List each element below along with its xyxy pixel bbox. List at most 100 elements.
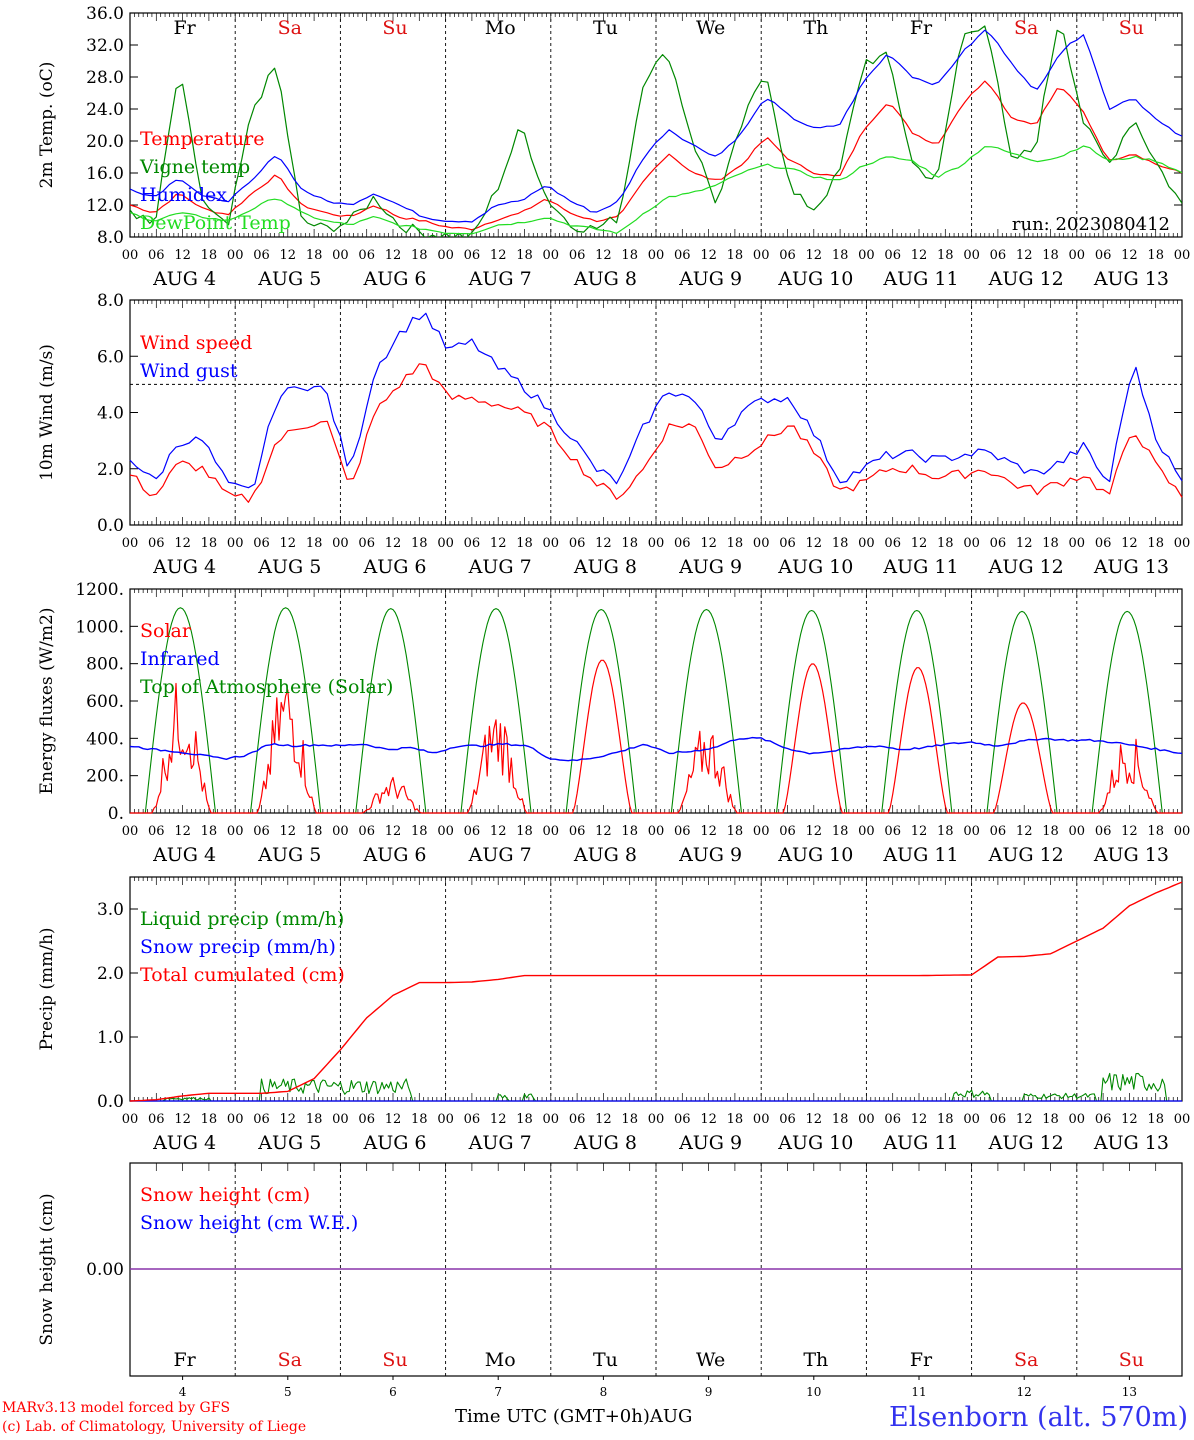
x-axis-label: Time UTC (GMT+0h) (455, 1406, 650, 1427)
weekday-label: Mo (485, 17, 516, 39)
date-label: AUG 10 (777, 1132, 853, 1154)
hour-tick-label: 06 (884, 536, 901, 551)
hour-tick-label: 12 (595, 248, 612, 263)
hour-tick-label: 12 (911, 536, 928, 551)
hour-tick-label: 00 (963, 248, 980, 263)
hour-tick-label: 00 (332, 824, 349, 839)
hour-tick-label: 18 (727, 536, 744, 551)
weekday-label: Fr (910, 1349, 933, 1371)
y-axis-label: Precip (mm/h) (37, 927, 57, 1050)
date-label: AUG 12 (988, 844, 1064, 866)
hour-tick-label: 06 (569, 536, 586, 551)
hour-tick-label: 00 (963, 824, 980, 839)
day-number-label: 12 (1017, 1385, 1032, 1399)
hour-tick-label: 18 (516, 248, 533, 263)
date-label: AUG 12 (988, 556, 1064, 578)
y-axis-label: Snow height (cm) (37, 1193, 57, 1345)
hour-tick-label: 06 (884, 1112, 901, 1127)
legend-entry: Solar (140, 620, 192, 642)
hour-tick-label: 12 (385, 248, 402, 263)
hour-tick-label: 18 (832, 536, 849, 551)
panel-3-time-axis: 00 06 12 18 AUG 4 00 06 12 18 AUG 5 00 06 12 18 AUG 6 0… (122, 824, 1191, 866)
y-axis-label: 2m Temp. (oC) (37, 62, 57, 189)
hour-tick-label: 00 (1069, 824, 1086, 839)
hour-tick-label: 00 (963, 1112, 980, 1127)
hour-tick-label: 18 (306, 536, 323, 551)
y-tick-label: 600. (86, 692, 124, 712)
hour-tick-label: 12 (1016, 824, 1033, 839)
station-label: Elsenborn (alt. 570m) (889, 1402, 1188, 1433)
date-label: AUG 13 (1093, 556, 1169, 578)
hour-tick-label: 06 (1095, 824, 1112, 839)
date-label: AUG 6 (362, 1132, 426, 1154)
hour-tick-label: 18 (727, 248, 744, 263)
x-axis-month: AUG (649, 1406, 693, 1427)
panel-3-legend: Solar Infrared Top of Atmosphere (Solar) (140, 620, 393, 698)
panel-2-frame (129, 299, 1183, 526)
hour-tick-label: 00 (648, 536, 665, 551)
hour-tick-label: 06 (358, 824, 375, 839)
hour-tick-label: 18 (621, 824, 638, 839)
hour-tick-label: 12 (700, 536, 717, 551)
panel-4-time-axis: 00 06 12 18 AUG 4 00 06 12 18 AUG 5 00 06 12 18 AUG 6 0… (122, 1112, 1191, 1154)
hour-tick-label: 00 (122, 248, 139, 263)
panel-2-time-axis: 00 06 12 18 AUG 4 00 06 12 18 AUG 5 00 06 12 18 AUG 6 0… (122, 536, 1191, 578)
plot-border (129, 12, 1183, 238)
hour-tick-label: 12 (806, 248, 823, 263)
hour-tick-label: 12 (1121, 824, 1138, 839)
hour-tick-label: 00 (858, 248, 875, 263)
weekday-label: Fr (173, 17, 196, 39)
hour-tick-label: 00 (1069, 536, 1086, 551)
hour-tick-label: 12 (490, 248, 507, 263)
hour-tick-label: 00 (858, 824, 875, 839)
hour-tick-label: 18 (621, 248, 638, 263)
date-label: AUG 9 (678, 556, 742, 578)
hour-tick-label: 18 (411, 248, 428, 263)
hour-tick-label: 18 (937, 536, 954, 551)
hour-tick-label: 18 (1042, 248, 1059, 263)
hour-tick-label: 18 (201, 536, 218, 551)
date-label: AUG 10 (777, 844, 853, 866)
hour-tick-label: 00 (648, 1112, 665, 1127)
hour-tick-label: 06 (464, 824, 481, 839)
hour-tick-label: 00 (1174, 1112, 1191, 1127)
date-label: AUG 11 (882, 556, 958, 578)
legend-entry: Wind speed (140, 332, 252, 354)
hour-tick-label: 06 (990, 1112, 1007, 1127)
weekday-label: Mo (485, 1349, 516, 1371)
hour-tick-label: 18 (516, 536, 533, 551)
hour-tick-label: 00 (437, 824, 454, 839)
date-label: AUG 9 (678, 1132, 742, 1154)
hour-tick-label: 12 (700, 1112, 717, 1127)
hour-tick-label: 18 (937, 1112, 954, 1127)
date-label: AUG 5 (257, 1132, 321, 1154)
date-label: AUG 5 (257, 844, 321, 866)
hour-tick-label: 18 (306, 248, 323, 263)
run-label: run: 2023080412 (1012, 214, 1170, 235)
hour-tick-label: 12 (911, 248, 928, 263)
hour-tick-label: 12 (385, 536, 402, 551)
panel-4-y-axis: 0.0 1.0 2.0 3.0 Precip (mm/h) (37, 900, 1182, 1112)
total-cumulated-line (129, 881, 1183, 1102)
hour-tick-label: 00 (753, 536, 770, 551)
hour-tick-label: 12 (174, 536, 191, 551)
y-tick-label: 4.0 (97, 404, 124, 424)
hour-tick-label: 00 (753, 824, 770, 839)
hour-tick-label: 12 (595, 1112, 612, 1127)
y-tick-label: 200. (86, 767, 124, 787)
hour-tick-label: 18 (621, 1112, 638, 1127)
hour-tick-label: 00 (1069, 248, 1086, 263)
hour-tick-label: 12 (1121, 1112, 1138, 1127)
hour-tick-label: 00 (543, 248, 560, 263)
hour-tick-label: 06 (779, 536, 796, 551)
date-label: AUG 10 (777, 268, 853, 290)
hour-tick-label: 06 (253, 536, 270, 551)
hour-tick-label: 00 (858, 1112, 875, 1127)
date-label: AUG 12 (988, 268, 1064, 290)
date-label: AUG 4 (152, 844, 216, 866)
weekday-label: Sa (278, 1349, 302, 1371)
hour-tick-label: 06 (569, 1112, 586, 1127)
series-line-1 (130, 80, 1182, 231)
plot-border (129, 588, 1183, 814)
y-tick-label: 0. (108, 804, 124, 824)
